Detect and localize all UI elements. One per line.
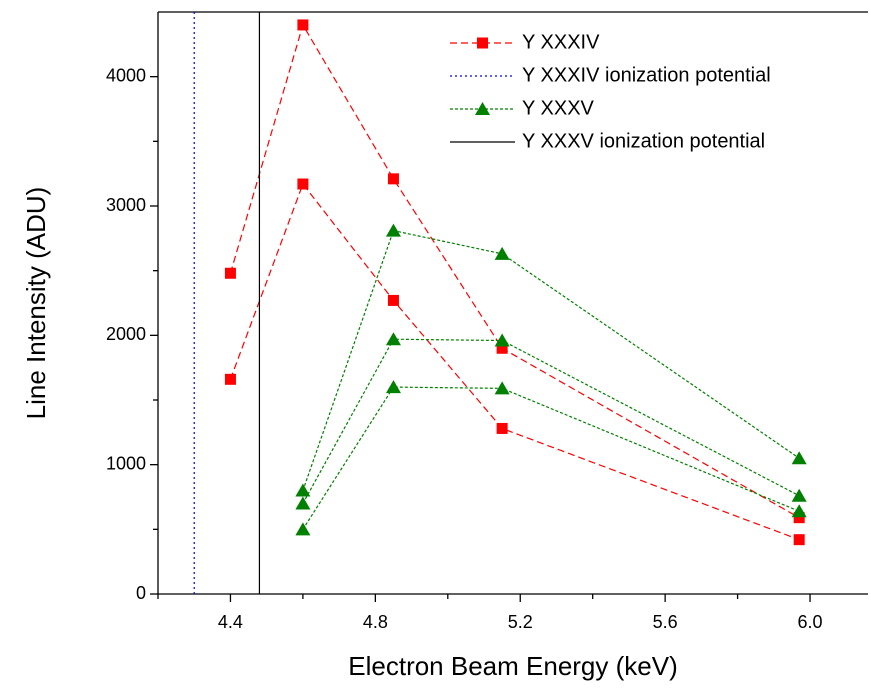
- legend-label: Y XXXIV ionization potential: [522, 64, 771, 86]
- data-line: [229, 182, 800, 541]
- y-tick-label: 4000: [106, 65, 146, 85]
- marker: [297, 178, 309, 190]
- marker: [494, 333, 510, 347]
- marker: [496, 422, 508, 434]
- data-line: [302, 386, 800, 530]
- marker: [477, 37, 488, 49]
- x-axis-label: Electron Beam Energy (keV): [348, 651, 677, 681]
- y-tick-label: 0: [136, 583, 146, 603]
- data-line: [302, 229, 800, 491]
- marker: [793, 534, 805, 546]
- y-axis-label: Line Intensity (ADU): [21, 187, 51, 420]
- data-line: [302, 338, 800, 504]
- marker: [791, 451, 807, 465]
- x-tick-label: 6.0: [798, 612, 823, 632]
- x-tick-label: 5.6: [653, 612, 678, 632]
- x-tick-label: 4.8: [363, 612, 388, 632]
- marker: [385, 332, 401, 346]
- legend-label: Y XXXIV: [522, 31, 600, 53]
- marker: [494, 246, 510, 260]
- marker: [475, 102, 490, 115]
- marker: [496, 342, 508, 354]
- marker: [385, 223, 401, 237]
- marker: [295, 496, 311, 510]
- y-tick-label: 3000: [106, 195, 146, 215]
- marker: [385, 380, 401, 394]
- legend-label: Y XXXV ionization potential: [522, 130, 765, 152]
- legend-label: Y XXXV: [522, 97, 595, 119]
- marker: [297, 19, 309, 31]
- x-tick-label: 4.4: [218, 612, 243, 632]
- x-tick-label: 5.2: [508, 612, 533, 632]
- y-tick-label: 1000: [106, 453, 146, 473]
- marker: [791, 488, 807, 502]
- marker: [295, 483, 311, 497]
- marker: [494, 381, 510, 395]
- marker: [387, 173, 399, 185]
- marker: [387, 294, 399, 306]
- y-tick-label: 2000: [106, 324, 146, 344]
- marker: [224, 373, 236, 385]
- data-line: [229, 23, 800, 519]
- marker: [791, 504, 807, 518]
- marker: [224, 267, 236, 279]
- marker: [295, 522, 311, 536]
- marker: [793, 512, 805, 524]
